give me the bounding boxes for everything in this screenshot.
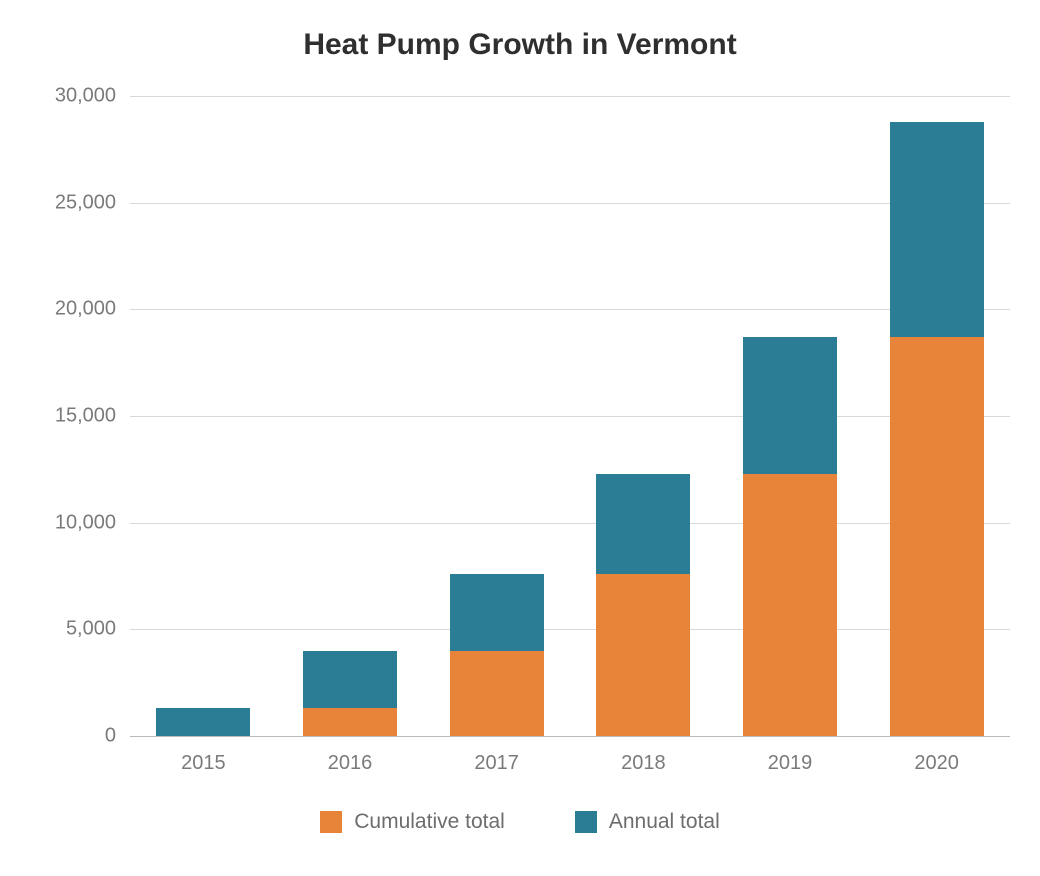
bar-segment	[303, 651, 397, 709]
x-axis-tick-label: 2015	[181, 736, 226, 775]
legend-item: Cumulative total	[320, 810, 505, 834]
gridline	[130, 309, 1010, 310]
chart-legend: Cumulative total Annual total	[0, 810, 1040, 834]
chart-title: Heat Pump Growth in Vermont	[0, 28, 1040, 62]
bar-group	[156, 96, 250, 736]
bar-group	[450, 96, 544, 736]
bar-segment	[890, 122, 984, 337]
legend-swatch	[320, 811, 342, 833]
x-axis-tick-label: 2017	[474, 736, 519, 775]
bar-segment	[743, 474, 837, 736]
y-axis-tick-label: 20,000	[55, 298, 130, 321]
gridline	[130, 96, 1010, 97]
y-axis-tick-label: 25,000	[55, 191, 130, 214]
bar-group	[596, 96, 690, 736]
bar-segment	[743, 337, 837, 474]
legend-swatch	[575, 811, 597, 833]
bar-segment	[596, 574, 690, 736]
x-axis-tick-label: 2020	[914, 736, 959, 775]
x-axis-tick-label: 2018	[621, 736, 666, 775]
bar-segment	[596, 474, 690, 574]
gridline	[130, 736, 1010, 737]
x-axis-tick-label: 2016	[328, 736, 373, 775]
bar-group	[743, 96, 837, 736]
chart-container: Heat Pump Growth in Vermont 05,00010,000…	[0, 0, 1040, 876]
bar-segment	[303, 708, 397, 736]
gridline	[130, 523, 1010, 524]
bar-group	[303, 96, 397, 736]
legend-label: Cumulative total	[354, 810, 505, 834]
x-axis-tick-label: 2019	[768, 736, 813, 775]
legend-label: Annual total	[609, 810, 720, 834]
gridline	[130, 203, 1010, 204]
y-axis-tick-label: 15,000	[55, 405, 130, 428]
legend-item: Annual total	[575, 810, 720, 834]
y-axis-tick-label: 5,000	[66, 618, 130, 641]
bar-segment	[890, 337, 984, 736]
bar-segment	[156, 708, 250, 736]
bar-segment	[450, 651, 544, 736]
gridline	[130, 629, 1010, 630]
bar-segment	[450, 574, 544, 651]
y-axis-tick-label: 30,000	[55, 85, 130, 108]
plot-area: 05,00010,00015,00020,00025,00030,0002015…	[130, 96, 1010, 736]
gridline	[130, 416, 1010, 417]
y-axis-tick-label: 0	[105, 725, 130, 748]
y-axis-tick-label: 10,000	[55, 511, 130, 534]
bar-group	[890, 96, 984, 736]
